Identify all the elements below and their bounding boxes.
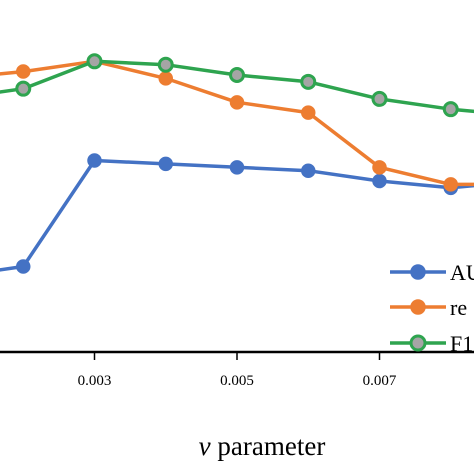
- series-0: [0, 153, 474, 274]
- legend-marker: [410, 299, 426, 315]
- data-point: [16, 64, 31, 79]
- data-point: [87, 153, 102, 168]
- series-line: [0, 158, 474, 272]
- x-axis-title-variable: ν: [199, 431, 211, 461]
- data-point: [229, 160, 245, 175]
- data-point: [443, 177, 458, 192]
- data-point: [157, 56, 174, 73]
- data-point: [442, 101, 459, 118]
- data-point: [301, 105, 316, 120]
- data-point: [229, 66, 245, 83]
- legend-label: re: [450, 295, 467, 320]
- data-point: [372, 160, 387, 175]
- x-axis-title: ν parameter: [199, 431, 326, 461]
- data-point: [158, 156, 173, 172]
- data-point: [16, 259, 31, 274]
- legend-item-1: re: [390, 295, 467, 320]
- series-layer: [0, 53, 474, 274]
- x-tick-label: 0.005: [220, 373, 254, 389]
- x-tick-label: 0.007: [363, 373, 397, 389]
- data-point: [371, 90, 388, 107]
- legend-label: F1: [450, 331, 473, 356]
- legend-item-2: F1: [390, 331, 473, 356]
- legend-item-0: AU: [390, 260, 474, 285]
- data-point: [86, 53, 103, 70]
- x-axis-title-rest: parameter: [211, 431, 326, 461]
- data-point: [300, 73, 317, 90]
- series-2: [0, 53, 474, 118]
- legend-marker: [409, 334, 427, 352]
- data-point: [301, 163, 316, 178]
- legend-marker: [410, 264, 426, 280]
- x-axis-ticks: 0.003 0.005 0.007: [78, 352, 397, 389]
- legend-label: AU: [450, 260, 474, 285]
- data-point: [15, 80, 32, 97]
- data-point: [372, 173, 387, 189]
- x-tick-label: 0.003: [78, 373, 112, 389]
- data-point: [158, 71, 173, 86]
- data-point: [229, 95, 245, 110]
- legend: AU re F1: [390, 260, 474, 356]
